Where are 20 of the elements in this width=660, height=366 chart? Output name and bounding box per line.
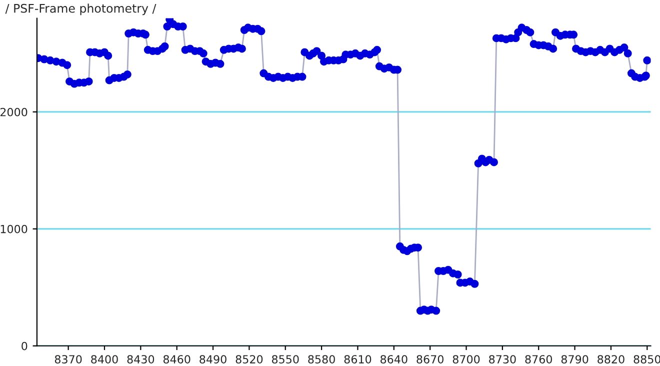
y-tick-label: 0	[22, 342, 28, 350]
x-tick-label: 8640	[380, 355, 408, 364]
x-tick-label: 8430	[127, 355, 154, 364]
x-tick-label: 8700	[452, 355, 480, 364]
x-tick-label: 8520	[236, 355, 263, 364]
chart-title: / PSF-Frame photometry /	[5, 4, 156, 16]
x-tick-label: 8580	[308, 355, 335, 364]
x-tick-label: 8790	[561, 355, 588, 364]
x-tick-label: 8550	[272, 355, 299, 364]
y-tick-label: 1000	[0, 224, 28, 234]
x-tick-label: 8400	[91, 355, 118, 364]
x-tick-label: 8460	[163, 355, 190, 364]
x-tick-label: 8490	[200, 355, 226, 364]
y-tick-label: 2000	[0, 108, 28, 116]
x-tick-label: 8820	[598, 355, 624, 364]
x-tick-label: 8610	[344, 355, 372, 364]
x-tick-label: 8670	[416, 355, 444, 364]
x-tick-label: 8730	[489, 355, 516, 364]
x-tick-label: 8760	[525, 355, 552, 364]
x-tick-label: 8370	[54, 355, 82, 364]
